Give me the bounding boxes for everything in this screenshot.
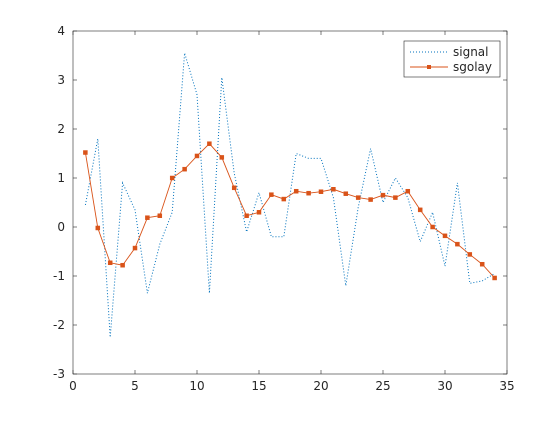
x-tick-label: 25 [375,379,390,393]
data-point-sgolay-31 [455,241,460,247]
y-tick-label: -1 [53,269,65,283]
data-point-sgolay-9 [182,166,187,172]
data-point-sgolay-21 [331,187,336,192]
data-point-sgolay-12 [219,155,225,160]
y-tick-label: 3 [57,73,65,87]
data-point-sgolay-29 [430,224,435,230]
x-tick-label: 30 [437,379,452,393]
y-tick-label: -2 [53,318,65,332]
y-tick-label: 4 [57,24,65,38]
data-point-sgolay-11 [207,141,212,146]
y-tick-label: 1 [57,171,65,185]
data-point-sgolay-34 [492,275,497,281]
data-point-sgolay-32 [467,252,473,257]
data-point-sgolay-28 [417,207,423,213]
data-point-sgolay-22 [343,191,349,196]
data-point-sgolay-33 [479,261,485,267]
legend-marker-sgolay [427,65,431,69]
axes: 0 5 10 15 20 25 30 35 -3 -2 -1 0 1 2 3 4 [53,24,515,393]
data-point-sgolay-15 [256,210,262,215]
data-point-sgolay-1 [83,150,88,155]
data-point-sgolay-26 [393,195,398,200]
data-point-sgolay-23 [355,195,361,200]
data-point-sgolay-18 [293,188,299,194]
x-tick-label: 0 [69,379,77,393]
y-tick-label: 0 [57,220,65,234]
y-tick-label: 2 [57,122,65,136]
plot-area [83,52,497,338]
x-tick-label: 5 [131,379,139,393]
data-point-sgolay-7 [157,213,163,218]
legend-label-signal: signal [453,45,489,59]
data-point-sgolay-20 [318,189,324,194]
data-point-sgolay-14 [244,213,249,218]
data-point-sgolay-4 [120,262,125,268]
data-point-sgolay-19 [306,190,311,196]
data-point-sgolay-8 [169,175,175,181]
axes-box [72,30,508,375]
x-tick-label: 35 [499,379,514,393]
data-point-sgolay-6 [145,215,150,220]
data-point-sgolay-24 [368,197,373,202]
data-point-sgolay-5 [132,245,138,251]
data-point-sgolay-25 [380,192,386,198]
data-point-sgolay-10 [194,153,200,159]
data-point-sgolay-3 [107,260,113,266]
series-line-signal [84,52,495,338]
data-point-sgolay-13 [231,185,237,191]
legend-label-sgolay: sgolay [453,60,492,74]
data-point-sgolay-30 [442,233,448,239]
x-tick-label: 15 [251,379,266,393]
data-point-sgolay-2 [95,225,101,231]
x-tick-label: 20 [313,379,328,393]
series-line-sgolay [84,143,495,279]
data-point-sgolay-27 [405,188,411,194]
y-tick-label: -3 [53,367,65,381]
data-point-sgolay-16 [269,192,274,197]
x-tick-label: 10 [189,379,204,393]
data-point-sgolay-17 [281,196,287,202]
legend-box [403,40,501,78]
